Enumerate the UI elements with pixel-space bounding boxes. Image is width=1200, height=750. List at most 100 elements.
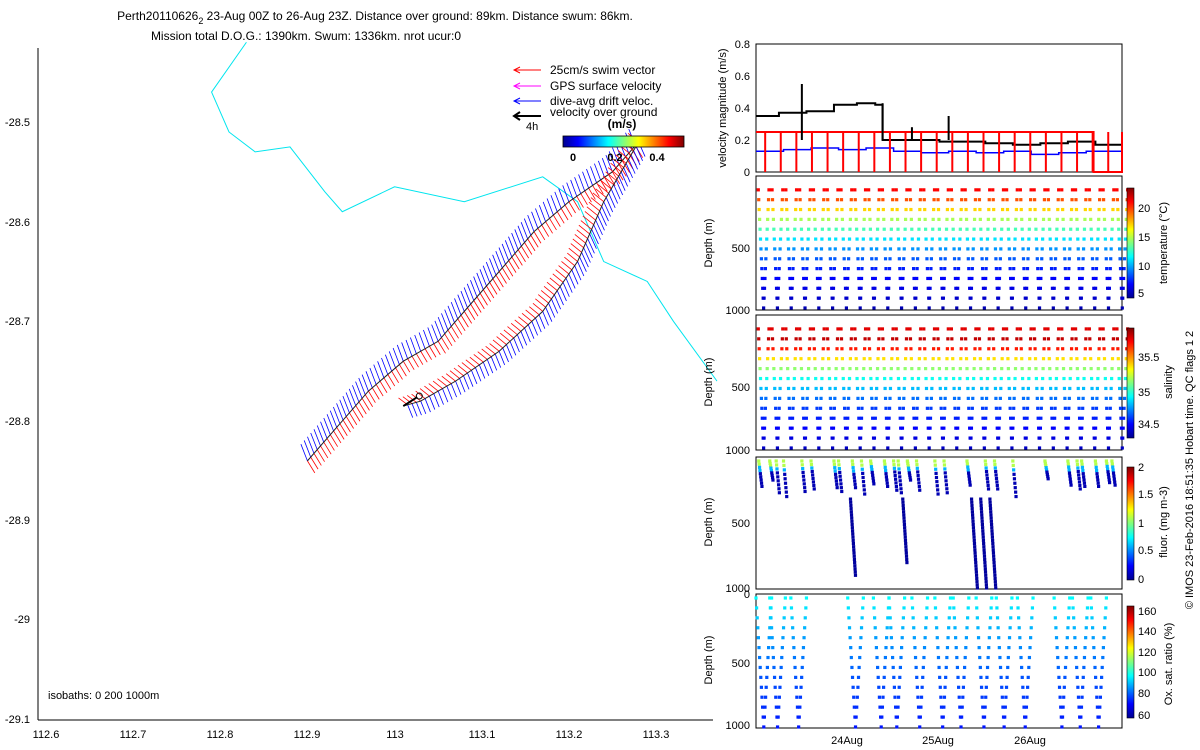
depth-sample-point: [932, 337, 936, 341]
depth-sample-point: [1008, 406, 1012, 410]
depth-sample-point: [842, 247, 846, 251]
drift-vector: [586, 168, 593, 186]
fluor-sample-point: [1106, 467, 1110, 471]
oxygen-sample-point: [1059, 705, 1063, 709]
depth-sample-point: [971, 247, 975, 251]
depth-sample-point: [877, 337, 881, 341]
depth-sample-point: [833, 257, 837, 261]
oxygen-sample-point: [955, 665, 960, 670]
depth-sample-point: [998, 267, 1002, 271]
oxygen-sample-point: [984, 695, 988, 699]
depth-sample-point: [964, 337, 968, 341]
oxygen-sample-point: [964, 636, 969, 640]
depth-sample-point: [1107, 286, 1111, 290]
oxygen-sample-point: [782, 616, 786, 620]
depth-sample-point: [801, 267, 805, 271]
depth-sample-point: [957, 396, 961, 400]
depth-sample-point: [801, 257, 805, 261]
depth-sample-point: [1107, 296, 1111, 300]
depth-sample-point: [899, 426, 903, 430]
depth-sample-point: [1053, 276, 1057, 281]
oxygen-sample-point: [874, 646, 879, 650]
depth-sample-point: [786, 367, 790, 371]
oxygen-sample-point: [916, 705, 921, 709]
fluor-sample-point: [832, 459, 836, 463]
cbar-tick: 35: [1138, 387, 1150, 399]
depth-sample-point: [848, 217, 853, 221]
oxygen-sample-point: [936, 655, 941, 660]
depth-sample-point: [912, 276, 916, 281]
depth-sample-point: [973, 207, 977, 212]
depth-sample-point: [774, 426, 779, 430]
drift-vector: [365, 371, 373, 388]
oxygen-sample-point: [897, 695, 901, 699]
depth-sample-point: [1061, 207, 1065, 212]
depth-sample-point: [794, 188, 799, 192]
depth-sample-point: [834, 376, 838, 381]
fluor-sample-point: [1067, 471, 1072, 475]
depth-sample-point: [1004, 188, 1009, 192]
depth-sample-point: [960, 337, 964, 341]
depth-sample-point: [1080, 286, 1084, 290]
drift-vector: [579, 256, 587, 272]
fluor-sample-point: [851, 466, 855, 470]
depth-sample-point: [1021, 247, 1025, 251]
fluor-sample-point: [990, 535, 995, 539]
depth-sample-point: [1093, 296, 1097, 300]
depth-sample-point: [815, 406, 819, 410]
depth-sample-point: [940, 286, 944, 290]
depth-sample-point: [982, 306, 986, 310]
depth-sample-point: [847, 237, 852, 241]
depth-sample-point: [827, 376, 832, 381]
oxygen-sample-point: [979, 685, 984, 689]
oxygen-sample-point: [1054, 636, 1059, 640]
depth-sample-point: [1064, 416, 1068, 420]
depth-sample-point: [776, 436, 780, 440]
depth-sample-point: [788, 286, 792, 290]
depth-sample-point: [1080, 276, 1084, 281]
oxygen-sample-point: [894, 705, 898, 709]
depth-sample-point: [1039, 276, 1043, 281]
cbar-tick: 80: [1138, 688, 1150, 700]
depth-sample-point: [1048, 237, 1052, 241]
depth-sample-point: [859, 286, 863, 290]
depth-sample-point: [762, 446, 766, 450]
oxygen-sample-point: [978, 665, 982, 670]
depth-sample-point: [1021, 237, 1025, 241]
depth-sample-point: [829, 267, 833, 271]
depth-sample-point: [868, 357, 872, 361]
oxygen-sample-point: [754, 596, 758, 600]
depth-sample-point: [858, 446, 862, 450]
fluor-sample-point: [993, 583, 998, 587]
depth-sample-point: [999, 376, 1003, 381]
fluor-sample-point: [969, 497, 974, 501]
depth-sample-point: [1116, 217, 1120, 221]
swim-vector: [420, 351, 428, 363]
oxygen-sample-point: [1079, 715, 1083, 719]
swim-vector: [467, 307, 476, 320]
depth-sample-point: [1077, 267, 1081, 271]
depth-sample-point: [846, 406, 850, 410]
depth-sample-point: [1025, 406, 1030, 410]
depth-sample-point: [776, 286, 780, 290]
depth-sample-point: [980, 396, 984, 400]
drift-vector: [508, 236, 516, 254]
fluor-sample-point: [886, 484, 890, 488]
fluor-sample-point: [901, 497, 905, 501]
depth-sample-point: [996, 296, 1001, 300]
fluor-sample-point: [972, 532, 976, 536]
depth-sample-point: [867, 188, 871, 192]
depth-sample-point: [1111, 207, 1115, 212]
fluor-sample-point: [902, 522, 907, 527]
depth-sample-point: [876, 347, 881, 351]
oxygen-sample-point: [955, 655, 959, 660]
depth-sample-point: [999, 237, 1003, 241]
swim-vector: [535, 298, 546, 308]
drift-vector: [455, 380, 462, 395]
fluor-sample-point: [1075, 459, 1079, 463]
depth-sample-point: [1081, 257, 1085, 261]
swim-vector: [524, 242, 533, 255]
oxygen-sample-point: [892, 685, 897, 689]
title-line-2: Mission total D.O.G.: 1390km. Swum: 1336…: [151, 29, 461, 43]
fluor-sample-point: [906, 466, 911, 470]
